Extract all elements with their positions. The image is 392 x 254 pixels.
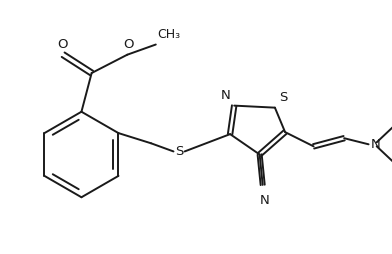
Text: N: N <box>370 138 380 151</box>
Text: S: S <box>176 146 184 158</box>
Text: N: N <box>260 194 269 207</box>
Text: O: O <box>57 38 67 51</box>
Text: O: O <box>123 38 134 51</box>
Text: N: N <box>220 89 230 102</box>
Text: S: S <box>279 91 287 104</box>
Text: CH₃: CH₃ <box>157 28 180 41</box>
